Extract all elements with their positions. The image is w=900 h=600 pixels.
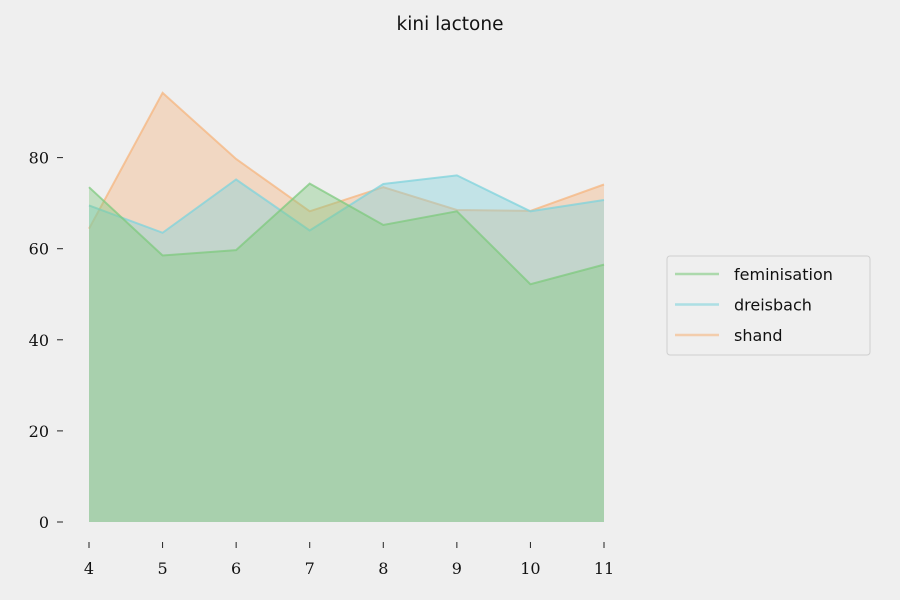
series-line-shand xyxy=(88,91,605,230)
legend-label-dreisbach: dreisbach xyxy=(734,296,812,315)
series-line-feminisation xyxy=(88,182,605,286)
y-tick-label-80: 80 xyxy=(29,149,49,168)
plot-area xyxy=(88,91,605,523)
series-line-dreisbach xyxy=(88,174,605,234)
x-tick-label-7: 7 xyxy=(305,559,315,578)
x-tick-label-6: 6 xyxy=(231,559,241,578)
legend: feminisation dreisbach shand xyxy=(666,255,871,356)
legend-box xyxy=(666,255,871,356)
x-tick-label-11: 11 xyxy=(594,559,614,578)
y-axis: 0 20 40 60 80 xyxy=(29,149,63,532)
y-tick-label-40: 40 xyxy=(29,331,49,350)
x-tick-label-10: 10 xyxy=(520,559,540,578)
legend-label-feminisation: feminisation xyxy=(734,265,833,284)
legend-label-shand: shand xyxy=(734,326,783,345)
chart-title: kini lactone xyxy=(397,14,504,35)
y-tick-label-20: 20 xyxy=(29,422,49,441)
y-tick-label-0: 0 xyxy=(39,513,49,532)
x-tick-label-5: 5 xyxy=(157,559,167,578)
area-fill-shand xyxy=(89,92,604,523)
area-fill-feminisation xyxy=(89,183,604,522)
area-fill-dreisbach xyxy=(89,175,604,522)
x-tick-label-9: 9 xyxy=(452,559,462,578)
x-tick-label-8: 8 xyxy=(378,559,388,578)
x-axis: 4 5 6 7 8 9 10 11 xyxy=(84,542,614,578)
x-tick-label-4: 4 xyxy=(84,559,94,578)
y-tick-label-60: 60 xyxy=(29,240,49,259)
